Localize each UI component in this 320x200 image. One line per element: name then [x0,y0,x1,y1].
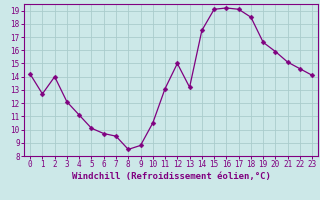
X-axis label: Windchill (Refroidissement éolien,°C): Windchill (Refroidissement éolien,°C) [72,172,271,181]
